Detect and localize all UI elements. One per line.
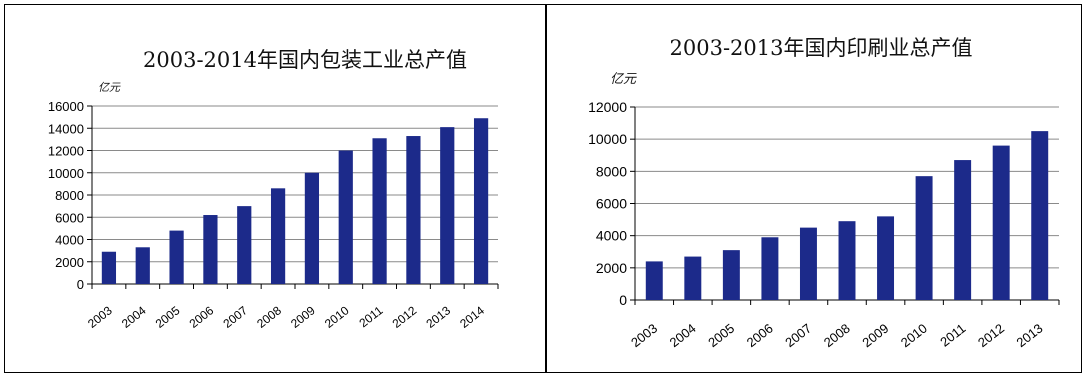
bar <box>684 256 702 300</box>
bar <box>203 215 218 284</box>
y-tick-label: 12000 <box>48 144 84 159</box>
x-tick-label: 2008 <box>254 303 284 331</box>
x-tick-label: 2010 <box>898 321 930 351</box>
y-tick-label: 12000 <box>588 99 627 115</box>
bar <box>135 247 150 284</box>
bar <box>440 127 455 284</box>
y-tick-label: 2000 <box>55 255 84 270</box>
x-tick-label: 2012 <box>975 321 1007 351</box>
bar <box>304 172 320 284</box>
y-tick-label: 10000 <box>48 166 84 181</box>
x-tick-label: 2013 <box>1014 321 1046 351</box>
x-tick-label: 2013 <box>423 303 453 331</box>
bar <box>473 118 489 284</box>
y-axis-unit-label: 亿元 <box>610 72 637 87</box>
y-tick-label: 4000 <box>55 233 84 248</box>
bar <box>101 251 117 284</box>
x-tick-label: 2003 <box>85 303 115 331</box>
bar <box>270 188 286 284</box>
bar <box>372 138 387 284</box>
chart-title: 2003-2013年国内印刷业总产值 <box>670 36 973 60</box>
y-tick-label: 0 <box>77 277 84 292</box>
bar <box>877 216 895 300</box>
bar <box>915 176 933 300</box>
y-tick-label: 10000 <box>588 131 627 147</box>
x-tick-label: 2011 <box>937 321 968 350</box>
y-tick-label: 6000 <box>55 210 84 225</box>
x-tick-label: 2005 <box>705 321 737 351</box>
y-axis-unit-label: 亿元 <box>98 81 121 94</box>
x-tick-label: 2004 <box>119 303 149 331</box>
bar <box>1031 131 1049 300</box>
bar <box>338 150 353 284</box>
y-tick-label: 4000 <box>596 228 627 244</box>
figure-frame: 2003-2014年国内包装工业总产值亿元 0 2000 4000 6000 8000 10… <box>4 4 1082 373</box>
x-tick-label: 2003 <box>628 321 660 351</box>
bar <box>954 160 972 300</box>
y-tick-label: 2000 <box>596 260 627 276</box>
x-tick-label: 2005 <box>153 303 183 331</box>
y-tick-label: 14000 <box>48 121 84 136</box>
bar <box>838 221 856 300</box>
x-tick-label: 2006 <box>187 303 217 331</box>
chart-title: 2003-2014年国内包装工业总产值 <box>143 48 467 72</box>
x-tick-label: 2009 <box>288 303 318 331</box>
bar <box>722 250 740 300</box>
x-tick-label: 2014 <box>457 303 487 331</box>
x-tick-label: 2007 <box>220 303 250 331</box>
panel-divider <box>545 5 547 372</box>
y-tick-label: 0 <box>619 292 627 308</box>
x-tick-label: 2004 <box>667 321 699 351</box>
y-tick-label: 6000 <box>596 196 627 212</box>
x-tick-label: 2010 <box>322 303 352 331</box>
x-tick-label: 2011 <box>356 303 385 330</box>
x-tick-label: 2007 <box>782 321 814 351</box>
bar <box>645 261 663 300</box>
bar <box>992 145 1010 300</box>
bar <box>169 230 184 284</box>
y-tick-label: 8000 <box>596 163 627 179</box>
x-tick-label: 2006 <box>744 321 776 351</box>
bar <box>761 237 779 300</box>
bar <box>799 227 817 300</box>
x-tick-label: 2012 <box>390 303 420 331</box>
bar <box>237 206 252 284</box>
bar <box>406 136 421 284</box>
y-tick-label: 16000 <box>48 99 84 114</box>
x-tick-label: 2009 <box>859 321 891 351</box>
y-tick-label: 8000 <box>55 188 84 203</box>
printing-chart-panel: 2003-2013年国内印刷业总产值亿元 0 2000 4000 6000 8000 100… <box>547 5 1083 372</box>
packaging-chart-panel: 2003-2014年国内包装工业总产值亿元 0 2000 4000 6000 8000 10… <box>5 5 545 372</box>
x-tick-label: 2008 <box>821 321 853 351</box>
